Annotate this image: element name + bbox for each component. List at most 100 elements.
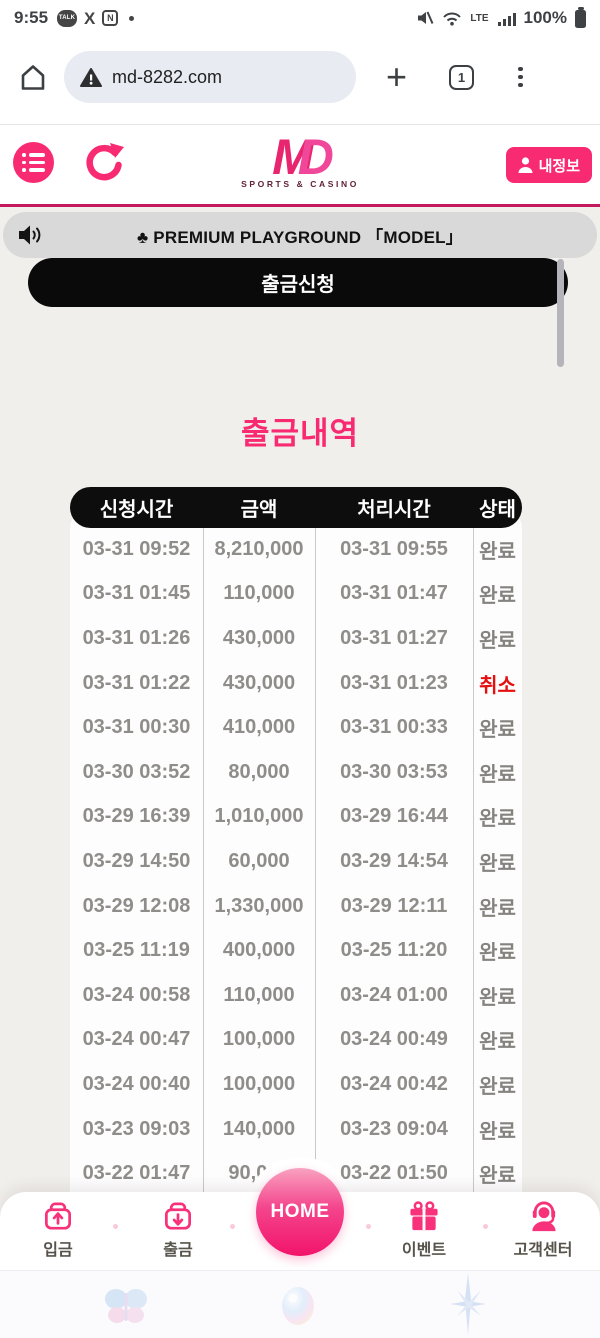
mute-icon: [418, 11, 434, 24]
sparkle-icon: [450, 1273, 486, 1335]
table-cell: 03-25 11:19: [83, 939, 190, 962]
headset-person-icon: [532, 1201, 556, 1232]
table-cell: 03-31 01:26: [82, 626, 191, 649]
table-cell: 03-24 00:40: [82, 1072, 191, 1095]
orb-icon: [282, 1287, 314, 1325]
site-header: MD SPORTS & CASINO 내정보: [0, 125, 600, 207]
butterfly-icon: [105, 1289, 147, 1323]
table-cell: 430,000: [222, 671, 296, 694]
table-cell: 03-23 09:03: [82, 1117, 191, 1140]
deposit-icon: [44, 1202, 72, 1230]
nav-divider-dot: [366, 1224, 371, 1229]
my-info-label: 내정보: [538, 157, 580, 175]
table-row: 03-31 00:30 410,000 03-31 00:33 완료: [70, 705, 522, 750]
notice-bar: ♣ PREMIUM PLAYGROUND 「MODEL」: [3, 212, 597, 258]
table-row: 03-29 12:08 1,330,000 03-29 12:11 완료: [70, 884, 522, 929]
nav-deposit-label: 입금: [43, 1242, 73, 1259]
table-row: 03-29 16:39 1,010,000 03-29 16:44 완료: [70, 795, 522, 840]
table-row: 03-25 11:19 400,000 03-25 11:20 완료: [70, 928, 522, 973]
logo-subtitle: SPORTS & CASINO: [241, 179, 359, 189]
home-icon[interactable]: [18, 62, 48, 92]
nav-support[interactable]: 고객센터: [498, 1201, 588, 1260]
table-cell: 03-29 16:39: [82, 805, 191, 828]
status-cell: 완료: [479, 540, 516, 563]
table-cell: 03-22 01:47: [82, 1162, 191, 1185]
new-tab-icon[interactable]: +: [386, 56, 408, 97]
table-cell: 03-31 09:52: [82, 537, 191, 560]
table-cell: 110,000: [223, 582, 295, 605]
table-row: 03-24 00:47 100,000 03-24 00:49 완료: [70, 1018, 522, 1063]
table-row: 03-31 01:26 430,000 03-31 01:27 완료: [70, 616, 522, 661]
table-cell: 03-24 00:58: [82, 983, 191, 1006]
tab-count-button[interactable]: 1: [449, 64, 475, 90]
table-cell: 03-30 03:53: [340, 760, 448, 783]
nav-withdraw[interactable]: 출금: [138, 1201, 218, 1260]
nav-home-button[interactable]: HOME: [256, 1168, 344, 1256]
table-cell: 03-31 01:47: [340, 582, 448, 605]
status-cell: 완료: [479, 1075, 516, 1098]
table-cell: 03-24 00:47: [82, 1028, 191, 1051]
insecure-warning-icon: [80, 67, 102, 87]
url-text: md-8282.com: [112, 66, 223, 87]
table-cell: 03-31 00:33: [340, 716, 448, 739]
table-cell: 80,000: [228, 760, 290, 783]
status-cell: 완료: [479, 1031, 516, 1054]
column-header: 처리시간: [357, 499, 431, 521]
status-cell: 완료: [479, 585, 516, 608]
person-icon: [518, 157, 533, 173]
table-cell: 03-29 14:54: [340, 849, 448, 872]
status-cell: 완료: [479, 897, 516, 920]
notification-icons: TALK X N: [57, 8, 135, 28]
table-cell: 03-30 03:52: [82, 760, 191, 783]
site-logo[interactable]: MD SPORTS & CASINO: [220, 129, 380, 190]
table-cell: 03-25 11:20: [340, 939, 448, 962]
table-cell: 03-22 01:50: [340, 1162, 448, 1185]
my-info-button[interactable]: 내정보: [505, 147, 592, 183]
nav-divider-dot: [113, 1224, 118, 1229]
table-row: 03-31 01:45 110,000 03-31 01:47 완료: [70, 572, 522, 617]
table-row: 03-24 00:40 100,000 03-24 00:42 완료: [70, 1062, 522, 1107]
table-cell: 110,000: [223, 983, 295, 1006]
table-row: 03-30 03:52 80,000 03-30 03:53 완료: [70, 750, 522, 795]
table-cell: 400,000: [222, 939, 296, 962]
status-cell: 완료: [479, 1120, 516, 1143]
table-cell: 03-24 00:49: [340, 1028, 448, 1051]
logo-md-text: MD: [272, 129, 334, 185]
table-header: 신청시간 금액 처리시간 상태: [70, 487, 522, 528]
x-icon: X: [84, 8, 96, 28]
withdraw-request-button[interactable]: 출금신청: [28, 258, 568, 307]
table-cell: 03-24 01:00: [340, 983, 448, 1006]
browser-menu-icon[interactable]: [518, 66, 523, 88]
page-title: 출금내역: [240, 416, 360, 451]
menu-icon[interactable]: [13, 142, 54, 183]
kakaotalk-icon: TALK: [57, 9, 78, 27]
table-cell: 60,000: [228, 849, 290, 872]
table-cell: 03-29 12:11: [340, 894, 448, 917]
status-cell: 취소: [479, 674, 516, 697]
refresh-icon[interactable]: [84, 143, 124, 185]
withdrawal-history-table: 신청시간 금액 처리시간 상태 03-31 09:52 8,210,000 03-3…: [70, 487, 522, 1199]
address-bar[interactable]: md-8282.com: [64, 51, 356, 103]
nav-deposit[interactable]: 입금: [18, 1201, 98, 1260]
status-cell: 완료: [479, 942, 516, 965]
battery-percent: 100%: [523, 8, 567, 27]
system-icons: LTE 100%: [416, 7, 586, 28]
notice-text: ♣ PREMIUM PLAYGROUND 「MODEL」: [137, 227, 463, 247]
nav-event[interactable]: 이벤트: [384, 1201, 464, 1260]
nav-divider-dot: [230, 1224, 235, 1229]
table-cell: 1,010,000: [214, 805, 304, 828]
status-cell: 완료: [479, 1165, 516, 1188]
gift-icon: [410, 1201, 438, 1231]
footer: [0, 1270, 600, 1338]
browser-url-bar: md-8282.com + 1: [0, 30, 600, 125]
scrollbar-thumb[interactable]: [557, 259, 564, 367]
status-cell: 완료: [479, 808, 516, 831]
nav-divider-dot: [483, 1224, 488, 1229]
table-cell: 03-31 01:22: [82, 671, 191, 694]
column-header: 상태: [479, 499, 516, 521]
table-cell: 1,330,000: [214, 894, 304, 917]
status-cell: 완료: [479, 986, 516, 1009]
table-row: 03-29 14:50 60,000 03-29 14:54 완료: [70, 839, 522, 884]
status-bar: 9:55 TALK X N LTE 100%: [0, 0, 600, 30]
